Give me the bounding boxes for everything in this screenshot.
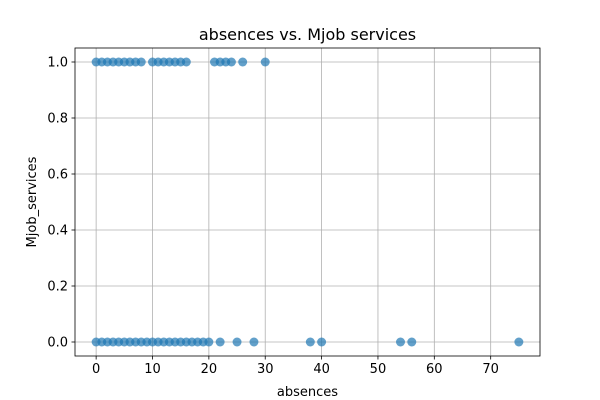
data-point bbox=[232, 337, 242, 347]
data-point bbox=[249, 337, 259, 347]
data-point bbox=[238, 57, 248, 67]
y-tick-label: 0.8 bbox=[47, 112, 68, 127]
y-tick-label: 1.0 bbox=[47, 56, 68, 71]
data-point bbox=[226, 57, 236, 67]
data-point bbox=[204, 337, 214, 347]
data-point bbox=[407, 337, 417, 347]
chart-title: absences vs. Mjob services bbox=[199, 25, 416, 44]
y-tick-label: 0.6 bbox=[47, 168, 68, 183]
data-point bbox=[396, 337, 405, 347]
x-tick-label: 30 bbox=[257, 362, 274, 377]
data-point bbox=[215, 337, 225, 347]
axis-ticks: 0 10 20 30 40 50 60 70 0.0 0.2 0.4 0.6 0.8 1.0 bbox=[47, 56, 499, 378]
data-point bbox=[260, 57, 270, 67]
y-tick-label: 0.0 bbox=[47, 336, 68, 351]
y-tick-label: 0.2 bbox=[47, 280, 68, 295]
x-tick-label: 20 bbox=[201, 362, 218, 377]
x-tick-label: 40 bbox=[313, 362, 330, 377]
data-point bbox=[181, 57, 191, 67]
data-point bbox=[305, 337, 315, 347]
y-tick-label: 0.4 bbox=[47, 224, 68, 239]
x-tick-label: 50 bbox=[370, 362, 387, 377]
data-point bbox=[514, 337, 524, 347]
x-tick-label: 10 bbox=[144, 362, 161, 377]
x-tick-label: 70 bbox=[482, 362, 499, 377]
data-point bbox=[136, 57, 146, 67]
data-points bbox=[91, 57, 524, 347]
grid bbox=[75, 48, 540, 356]
data-point bbox=[317, 337, 327, 347]
x-axis-label: absences bbox=[277, 385, 338, 400]
x-tick-label: 0 bbox=[92, 362, 100, 377]
plot-frame bbox=[74, 47, 541, 357]
x-tick-label: 60 bbox=[426, 362, 443, 377]
y-axis-label: Mjob_services bbox=[25, 156, 40, 247]
